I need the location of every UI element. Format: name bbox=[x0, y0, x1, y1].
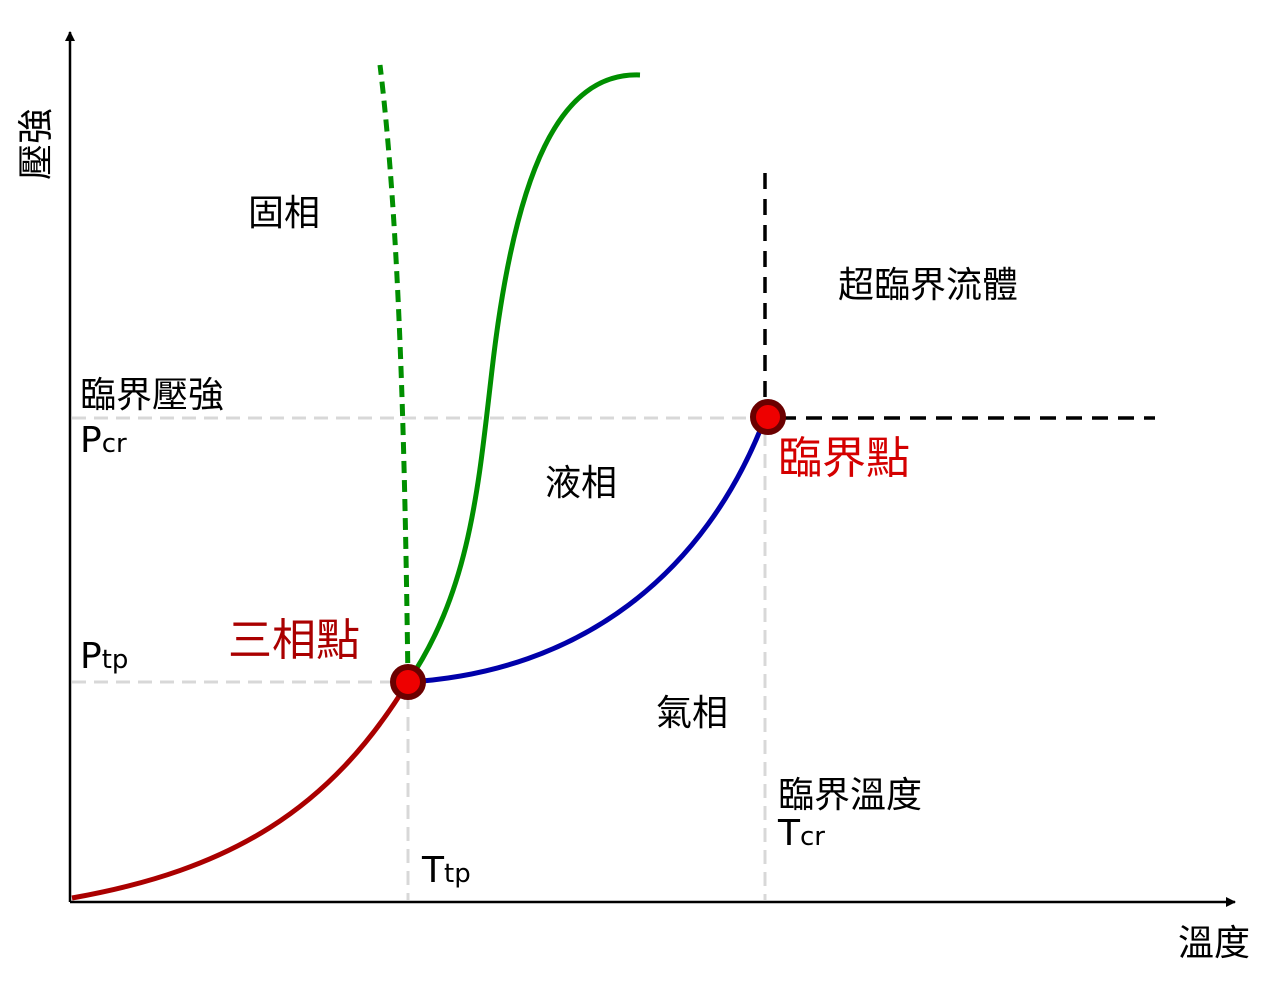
x-axis-label: 溫度 bbox=[1178, 923, 1250, 964]
supercritical-fluid-label: 超臨界流體 bbox=[838, 265, 1018, 306]
triple-temperature-symbol: Ttp bbox=[421, 850, 471, 891]
triple-point-marker bbox=[390, 664, 426, 700]
gas-phase-label: 氣相 bbox=[656, 693, 728, 734]
sublimation-curve bbox=[71, 680, 411, 901]
triple-pressure-symbol: Ptp bbox=[80, 636, 128, 677]
critical-temperature-symbol: Tcr bbox=[777, 813, 825, 854]
vaporization-curve bbox=[407, 417, 768, 685]
y-axis-label: 壓強 bbox=[16, 108, 57, 180]
critical-point-label: 臨界點 bbox=[778, 433, 910, 484]
critical-temperature-name: 臨界溫度 bbox=[778, 775, 922, 816]
anomalous-melting-curve bbox=[377, 64, 411, 683]
critical-pressure-symbol: Pcr bbox=[80, 420, 127, 461]
liquid-phase-label: 液相 bbox=[545, 463, 617, 504]
critical-point-marker bbox=[750, 399, 786, 435]
solid-phase-label: 固相 bbox=[248, 193, 320, 234]
triple-point-label: 三相點 bbox=[228, 615, 360, 666]
critical-pressure-name: 臨界壓強 bbox=[80, 375, 224, 416]
melting-curve bbox=[405, 72, 641, 684]
